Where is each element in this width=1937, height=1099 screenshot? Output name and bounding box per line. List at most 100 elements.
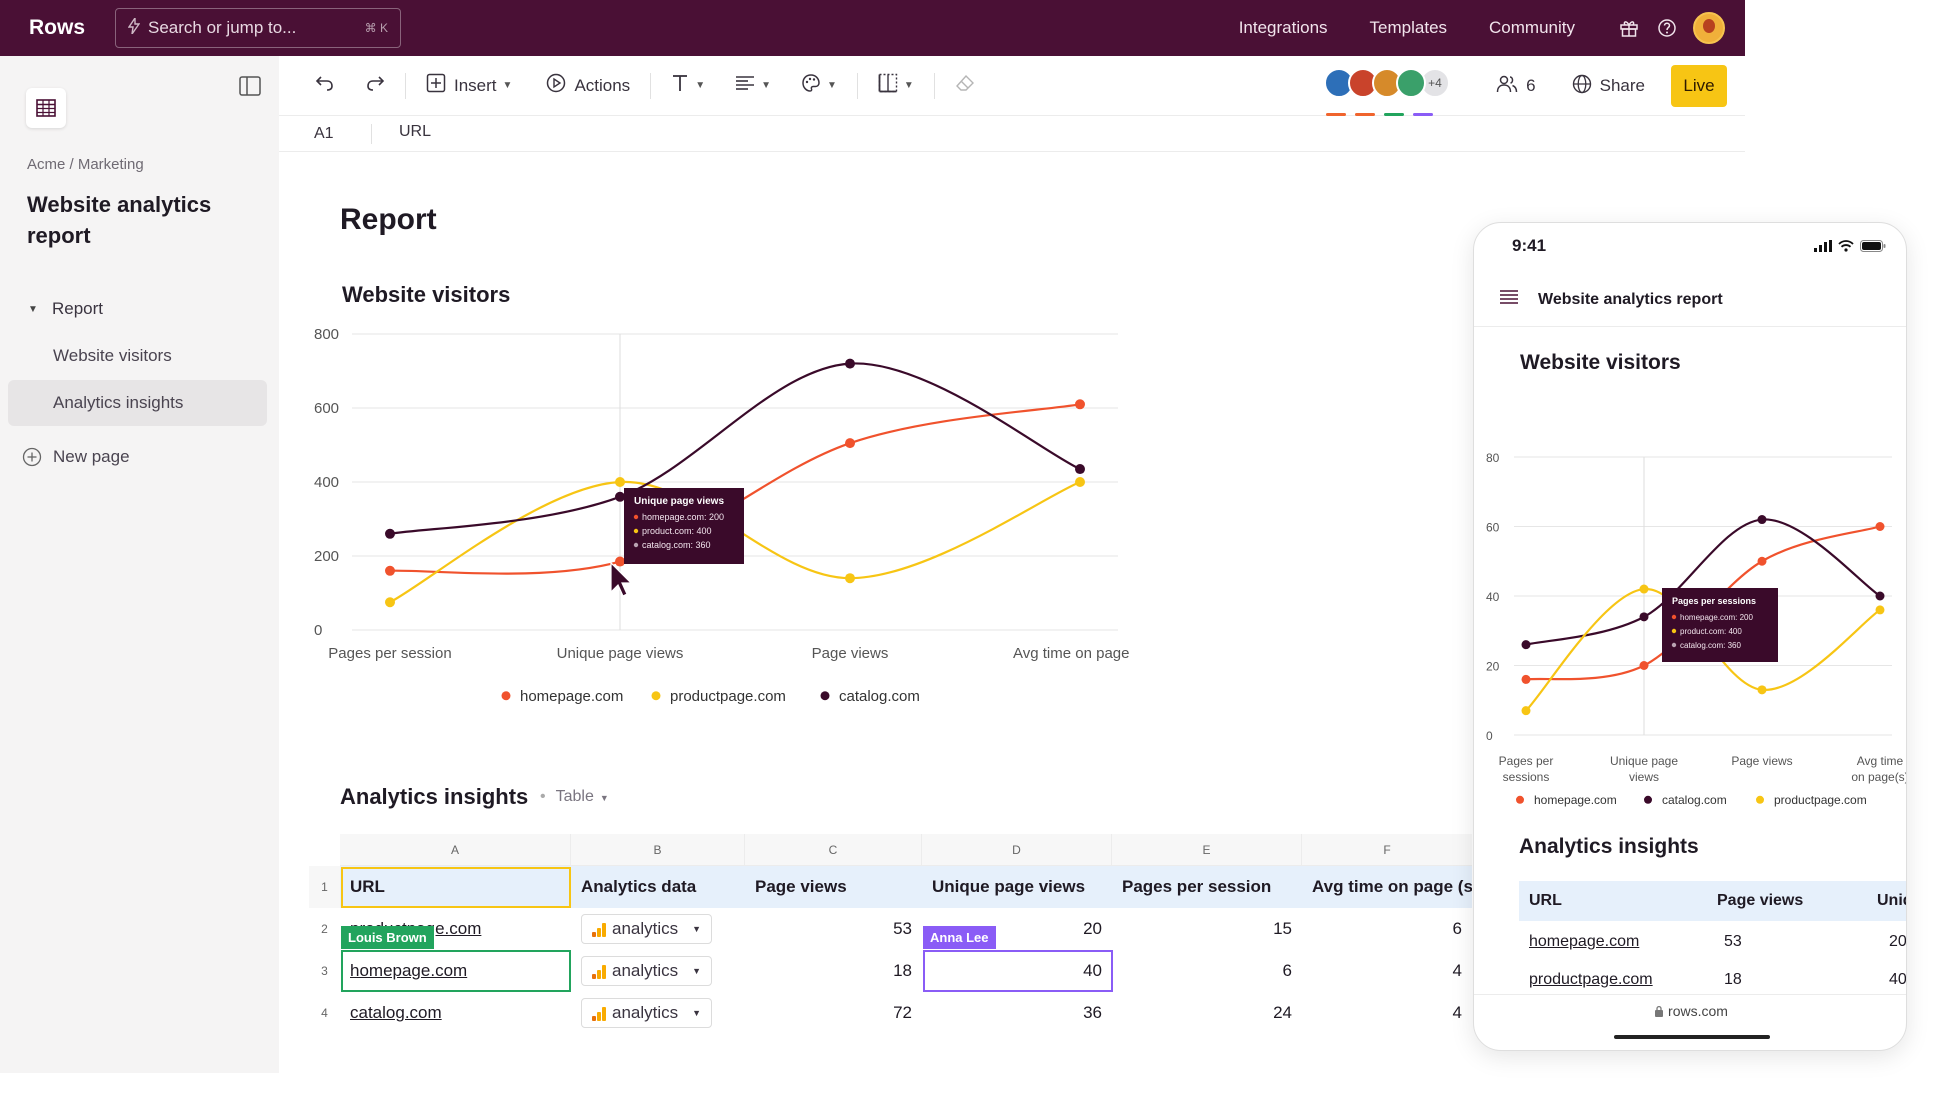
collaborator-avatars[interactable]: +4 [1324, 68, 1450, 98]
website-visitors-chart[interactable]: 0 200 400 600 800 Pages per session Unique pag… [300, 310, 1130, 730]
row-number[interactable]: 1 [309, 866, 340, 908]
rows-logo[interactable]: Rows [29, 16, 86, 39]
header-page-views[interactable]: Page views [755, 877, 847, 896]
search-bar[interactable]: Search or jump to... ⌘ K [115, 8, 401, 48]
data-point [1639, 661, 1649, 670]
dot-separator: • [540, 788, 546, 805]
share-button[interactable]: Share [1566, 68, 1651, 104]
cell-url[interactable]: homepage.com [350, 961, 468, 980]
phone-cell-url[interactable]: productpage.com [1529, 971, 1653, 988]
collaborators-button[interactable]: 6 [1490, 68, 1541, 104]
phone-cell-unique: 40 [1889, 971, 1907, 988]
sidebar-item-website-visitors[interactable]: Website visitors [8, 333, 267, 379]
cell-avg-time[interactable]: 4 [1452, 1003, 1462, 1022]
cell-unique-page-views[interactable]: 36 [1083, 1003, 1102, 1022]
header-unique-page-views[interactable]: Unique page views [932, 877, 1086, 896]
cell-pages-per-session[interactable]: 6 [1282, 961, 1292, 980]
toolbar-divider [856, 72, 858, 99]
redo-button[interactable] [359, 68, 391, 104]
gift-icon[interactable] [1617, 16, 1641, 40]
phone-cell-page-views: 53 [1724, 933, 1742, 950]
new-page-button[interactable]: New page [8, 434, 267, 480]
analytics-dropdown[interactable]: analytics ▼ [581, 914, 713, 944]
align-button[interactable]: ▼ [729, 68, 777, 104]
cell-analytics-data[interactable]: analytics ▼ [571, 950, 745, 992]
cell-analytics-data[interactable]: analytics ▼ [571, 992, 745, 1034]
caret-down-icon: ▼ [692, 966, 702, 976]
cell-avg-time[interactable]: 6 [1452, 919, 1462, 938]
column-header-f[interactable]: F [1302, 834, 1472, 866]
column-header-b[interactable]: B [571, 834, 745, 866]
y-tick-label: 600 [314, 400, 339, 417]
header-pages-per-session[interactable]: Pages per session [1122, 877, 1272, 896]
section-title[interactable]: Analytics insights [340, 784, 529, 809]
spreadsheet-icon[interactable] [26, 88, 66, 128]
phone-website-visitors-chart[interactable]: 0 20 40 60 80 Pages per sessions Unique page vie… [1474, 393, 1907, 823]
breadcrumb[interactable]: Acme / Marketing [27, 156, 144, 173]
clear-format-button[interactable] [949, 68, 981, 104]
phone-url-bar[interactable]: rows.com [1474, 1003, 1906, 1020]
borders-button[interactable]: ▼ [872, 68, 920, 104]
caret-down-icon[interactable]: ▼ [28, 303, 38, 315]
row-number[interactable]: 4 [321, 1006, 328, 1020]
analytics-dropdown[interactable]: analytics ▼ [581, 998, 713, 1028]
nav-community[interactable]: Community [1489, 18, 1575, 37]
tooltip-marker [633, 542, 639, 548]
mobile-preview: 9:41 Website analytics report Website vi… [1473, 222, 1907, 1051]
header-analytics-data[interactable]: Analytics data [581, 877, 697, 896]
presence-bar [1413, 113, 1433, 116]
column-header-a[interactable]: A [340, 834, 571, 866]
legend-marker [1644, 795, 1652, 804]
cell-unique-page-views[interactable]: 20 [1083, 919, 1102, 938]
table-view-selector[interactable]: • Table ▼ [540, 788, 609, 806]
cell-analytics-data[interactable]: analytics ▼ [571, 908, 745, 950]
chart-title[interactable]: Website visitors [342, 282, 511, 307]
header-url[interactable]: URL [350, 877, 385, 896]
column-header-c[interactable]: C [745, 834, 922, 866]
collaborator-avatar[interactable] [1348, 68, 1378, 98]
data-point [615, 556, 625, 567]
cell-pages-per-session[interactable]: 15 [1273, 919, 1292, 938]
cell-unique-page-views[interactable]: 40 [1083, 961, 1102, 980]
caret-down-icon: ▼ [692, 1008, 702, 1018]
formula-input[interactable]: URL [399, 123, 432, 140]
phone-status-icons [1814, 239, 1886, 257]
cell-page-views[interactable]: 53 [893, 919, 912, 938]
sidebar-toggle-icon[interactable] [239, 76, 261, 96]
actions-button[interactable]: Actions [540, 68, 636, 104]
phone-cell-url[interactable]: homepage.com [1529, 933, 1640, 950]
live-button[interactable]: Live [1671, 65, 1727, 107]
toolbar-right: 6 Share Live [1490, 56, 1745, 116]
document-title[interactable]: Website analytics report [27, 192, 212, 248]
sidebar-item-analytics-insights[interactable]: Analytics insights [8, 380, 267, 426]
text-format-button[interactable]: ▼ [665, 68, 711, 104]
cell-avg-time[interactable]: 4 [1452, 961, 1462, 980]
column-header-d[interactable]: D [922, 834, 1112, 866]
undo-button[interactable] [309, 68, 341, 104]
color-button[interactable]: ▼ [795, 68, 843, 104]
cell-url[interactable]: catalog.com [350, 1003, 442, 1022]
cell-page-views[interactable]: 72 [893, 1003, 912, 1022]
app-window: Rows Search or jump to... ⌘ K Integratio… [0, 0, 1745, 1073]
nav-integrations[interactable]: Integrations [1238, 18, 1328, 37]
cell-pages-per-session[interactable]: 24 [1273, 1003, 1292, 1022]
cell-page-views[interactable]: 18 [893, 961, 912, 980]
column-header-e[interactable]: E [1112, 834, 1302, 866]
undo-icon [315, 74, 335, 97]
row-number[interactable]: 2 [321, 922, 328, 936]
tooltip-line: product.com: 400 [642, 526, 712, 536]
menu-icon[interactable] [1500, 290, 1518, 309]
data-point [1757, 556, 1767, 566]
sidebar-item-report[interactable]: ▼ Report [8, 286, 267, 332]
row-number[interactable]: 3 [321, 964, 328, 978]
wifi-icon [1838, 239, 1854, 257]
page-title[interactable]: Report [340, 203, 437, 236]
analytics-dropdown[interactable]: analytics ▼ [581, 956, 713, 986]
insert-button[interactable]: Insert ▼ [420, 68, 518, 104]
collaborator-avatar[interactable] [1396, 68, 1426, 98]
nav-templates[interactable]: Templates [1369, 18, 1448, 37]
cell-reference[interactable]: A1 [314, 125, 334, 142]
help-icon[interactable] [1655, 16, 1679, 40]
header-avg-time[interactable]: Avg time on page (s [1312, 877, 1472, 896]
user-avatar[interactable] [1693, 12, 1725, 44]
